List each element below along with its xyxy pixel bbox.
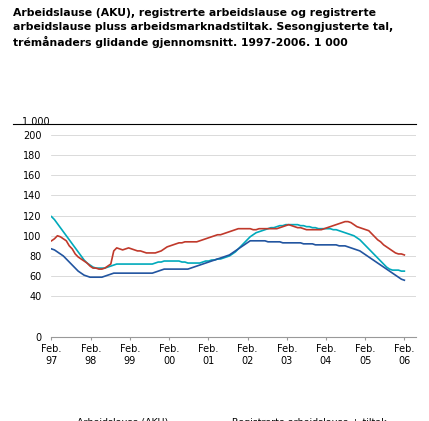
Text: 1 000: 1 000 <box>22 117 50 127</box>
Text: Arbeidslause (AKU), registrerte arbeidslause og registrerte
arbeidslause pluss a: Arbeidslause (AKU), registrerte arbeidsl… <box>13 8 393 48</box>
Legend: Arbeidslause (AKU), Registrerte arbeidslause, Registrerte arbeidslause + tiltak: Arbeidslause (AKU), Registrerte arbeidsl… <box>49 418 386 421</box>
